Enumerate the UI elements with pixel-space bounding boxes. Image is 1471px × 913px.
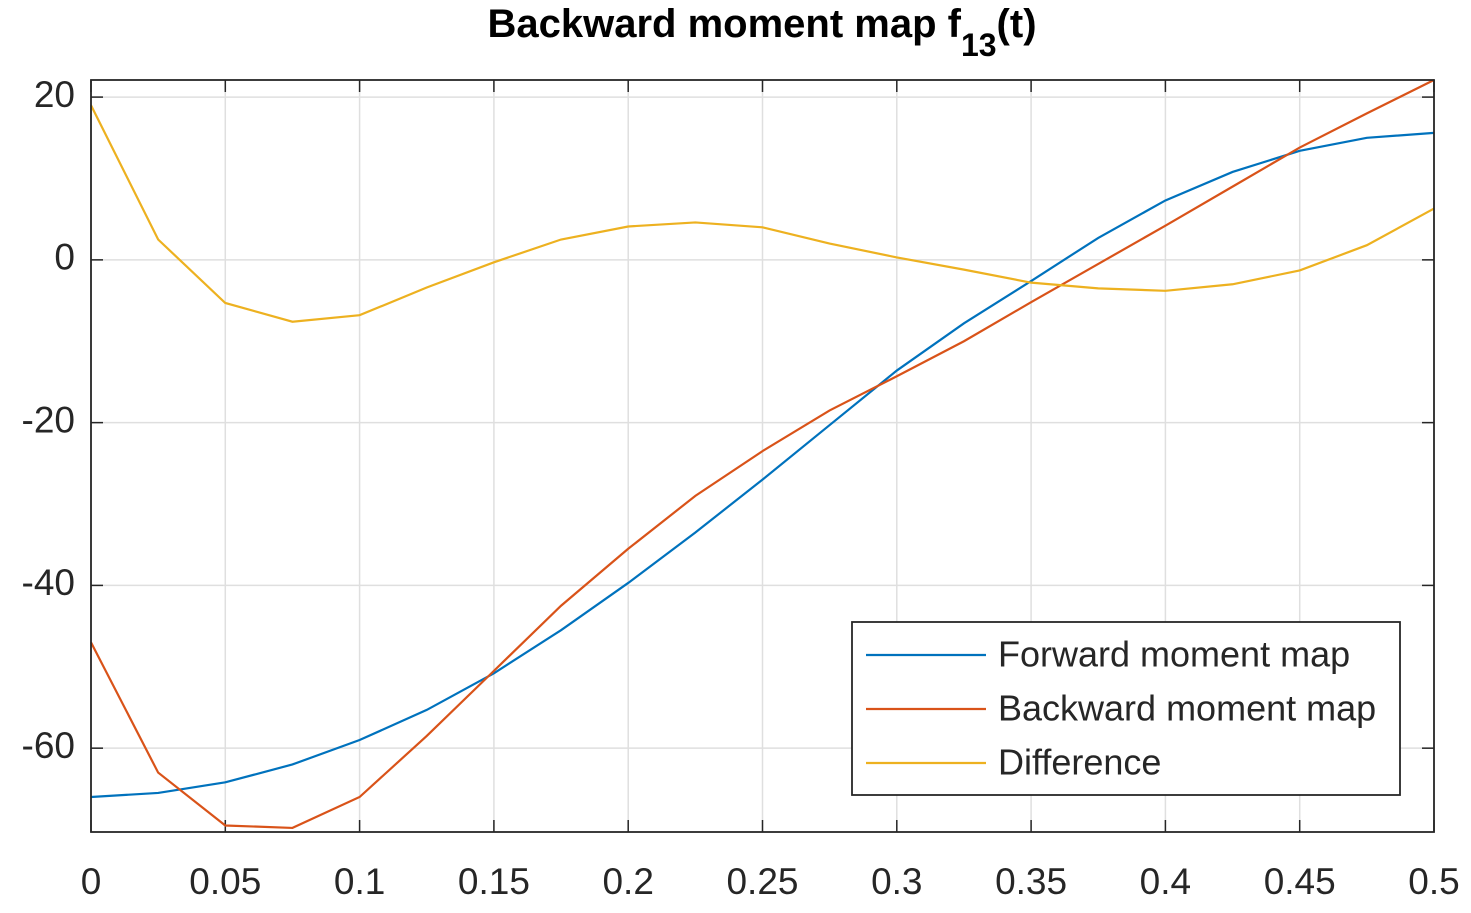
x-tick-label: 0 (81, 861, 102, 902)
y-tick-label: 20 (34, 74, 75, 115)
axes-box (90, 79, 1435, 833)
x-tick-label: 0.45 (1264, 861, 1336, 902)
x-tick-label: 0.35 (995, 861, 1067, 902)
x-tick-label: 0.1 (334, 861, 385, 902)
legend-label: Backward moment map (998, 688, 1376, 729)
y-tick-label: 0 (54, 237, 75, 278)
y-tick-label: -20 (22, 399, 75, 440)
x-tick-label: 0.2 (602, 861, 653, 902)
y-tick-label: -40 (22, 562, 75, 603)
legend-label: Forward moment map (998, 634, 1350, 675)
x-tick-label: 0.05 (189, 861, 261, 902)
title-subscript: 13 (961, 27, 997, 63)
x-tick-label: 0.25 (726, 861, 798, 902)
x-tick-label: 0.3 (871, 861, 922, 902)
x-tick-label: 0.4 (1140, 861, 1191, 902)
x-tick-label: 0.15 (458, 861, 530, 902)
title-main: Backward moment map f (487, 2, 961, 46)
series-line (90, 131, 1435, 799)
chart-title: Backward moment map f13(t) (487, 2, 1036, 64)
legend-label: Difference (998, 742, 1161, 783)
series-line (90, 104, 1435, 323)
x-tick-label: 0.5 (1408, 861, 1459, 902)
title-suffix: (t) (997, 2, 1037, 46)
y-tick-label: -60 (22, 725, 75, 766)
series-line (90, 79, 1435, 830)
